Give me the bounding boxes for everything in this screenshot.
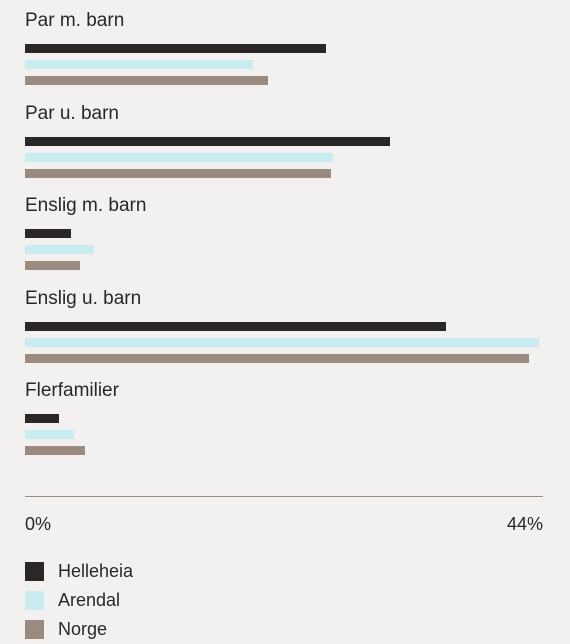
- bar-arendal-2: [25, 245, 95, 254]
- bar-helleheia-4: [25, 414, 60, 423]
- category-label: Par u. barn: [25, 102, 119, 124]
- category-label: Enslig u. barn: [25, 287, 142, 309]
- category-label: Par m. barn: [25, 10, 125, 31]
- bar-arendal-3: [25, 337, 540, 347]
- bar-helleheia-1: [25, 136, 390, 146]
- bar-arendal-4: [25, 430, 75, 439]
- bar-chart: Par m. barn Par u. barn Enslig m. barn Ensl…: [25, 10, 540, 455]
- bar-norge-3: [25, 353, 529, 363]
- category-label: Enslig m. barn: [25, 195, 147, 216]
- x-tick-label-min: 0%: [25, 514, 52, 534]
- legend-label: Norge: [58, 619, 108, 639]
- bar-norge-1: [25, 168, 332, 178]
- legend-swatch: [25, 620, 44, 639]
- legend-item: Helleheia: [25, 557, 133, 586]
- bar-helleheia-3: [25, 321, 447, 331]
- legend-swatch: [25, 591, 44, 610]
- legend: Helleheia Arendal Norge: [25, 557, 133, 644]
- x-axis-line: [25, 496, 543, 497]
- bar-norge-4: [25, 446, 86, 455]
- x-tick-label-max: 44%: [506, 514, 543, 534]
- bar-helleheia-2: [25, 229, 71, 238]
- legend-item: Norge: [25, 615, 133, 644]
- category-label: Flerfamilier: [25, 380, 119, 401]
- legend-item: Arendal: [25, 586, 133, 615]
- legend-label: Helleheia: [58, 561, 134, 581]
- bar-arendal-0: [25, 60, 254, 69]
- bar-arendal-1: [25, 152, 334, 162]
- legend-label: Arendal: [58, 590, 121, 610]
- bar-helleheia-0: [25, 44, 327, 53]
- bar-norge-0: [25, 76, 268, 85]
- bar-norge-2: [25, 261, 81, 270]
- legend-swatch: [25, 562, 44, 581]
